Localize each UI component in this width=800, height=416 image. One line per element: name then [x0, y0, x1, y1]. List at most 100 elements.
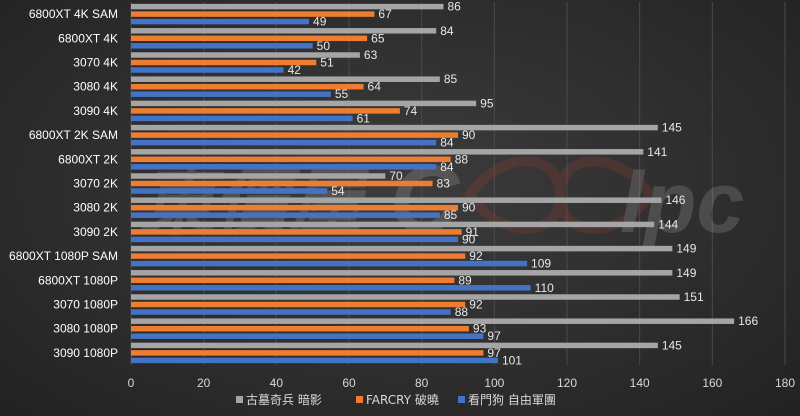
bar — [131, 245, 673, 252]
data-label: 145 — [662, 121, 682, 135]
legend-swatch — [236, 396, 243, 403]
bar — [131, 139, 437, 146]
legend-swatch — [458, 396, 465, 403]
data-label: 93 — [473, 322, 487, 336]
data-label: 101 — [502, 353, 522, 367]
bar — [131, 3, 444, 10]
bar — [131, 333, 484, 339]
data-label: 49 — [313, 15, 327, 29]
bar — [131, 11, 375, 17]
x-tick-label: 180 — [775, 376, 795, 390]
data-label: 86 — [447, 0, 461, 14]
category-label: 3080 4K — [73, 80, 118, 94]
bar — [131, 83, 364, 90]
bar — [131, 28, 437, 34]
data-label: 63 — [364, 48, 378, 62]
legend-label: 古墓奇兵 暗影 — [246, 392, 322, 407]
x-tick-label: 20 — [197, 376, 211, 390]
x-axis-ticks: 0 20 40 60 80 100 120 140 160 180 — [128, 376, 796, 390]
data-label: 90 — [462, 201, 476, 215]
bar — [131, 357, 498, 364]
bar — [131, 277, 455, 284]
category-label: 6800XT 1080P SAM — [9, 249, 118, 263]
data-label: 51 — [320, 56, 334, 70]
data-label: 149 — [676, 242, 696, 256]
data-label: 74 — [404, 104, 418, 118]
bar — [131, 35, 368, 42]
category-label: 3090 4K — [73, 104, 118, 118]
x-tick-label: 60 — [342, 376, 356, 390]
x-tick-label: 0 — [128, 376, 135, 390]
data-label: 151 — [684, 290, 704, 304]
category-label: 6800XT 4K SAM — [29, 7, 118, 21]
category-label: 3070 4K — [73, 56, 118, 70]
category-label: 6800XT 2K — [58, 152, 118, 166]
bar — [131, 156, 451, 163]
bar — [131, 204, 458, 211]
data-label: 144 — [658, 217, 678, 231]
data-label: 166 — [738, 314, 758, 328]
legend-swatch — [356, 396, 363, 403]
bar — [131, 149, 644, 155]
data-label: 88 — [455, 305, 469, 319]
bar — [131, 236, 458, 243]
data-label: 149 — [676, 266, 696, 280]
data-label: 67 — [378, 7, 392, 21]
svg-text:lpc: lpc — [620, 155, 744, 251]
bar — [131, 309, 451, 315]
data-label: 89 — [458, 273, 472, 287]
bar — [131, 91, 331, 97]
bar — [131, 294, 680, 300]
data-label: 61 — [357, 111, 371, 125]
bar — [131, 229, 462, 235]
bar — [131, 270, 673, 276]
x-tick-label: 80 — [415, 376, 429, 390]
bar — [131, 301, 466, 308]
category-label: 3090 1080P — [53, 346, 118, 360]
data-label: 84 — [440, 24, 454, 38]
category-label: 3070 1080P — [53, 298, 118, 312]
bar — [131, 221, 655, 228]
data-label: 70 — [389, 169, 403, 183]
bar — [131, 325, 469, 332]
bar — [131, 318, 735, 324]
bar — [131, 59, 317, 66]
bar — [131, 342, 658, 349]
data-label: 90 — [462, 232, 476, 246]
data-label: 65 — [371, 31, 385, 45]
bar — [131, 43, 313, 49]
x-tick-label: 160 — [702, 376, 722, 390]
category-label: 3070 2K — [73, 177, 118, 191]
bar — [131, 132, 458, 138]
bar — [131, 173, 386, 179]
data-label: 91 — [466, 225, 480, 239]
x-tick-label: 140 — [630, 376, 650, 390]
bar — [131, 76, 440, 82]
category-label: 6800XT 2K SAM — [29, 128, 118, 142]
bar — [131, 188, 328, 194]
data-label: 109 — [531, 257, 551, 271]
data-label: 95 — [480, 96, 494, 110]
data-label: 145 — [662, 338, 682, 352]
bar — [131, 253, 466, 259]
bar — [131, 18, 310, 25]
data-label: 85 — [444, 72, 458, 86]
x-tick-label: 100 — [484, 376, 504, 390]
category-label: 3090 2K — [73, 225, 118, 239]
x-tick-label: 120 — [557, 376, 577, 390]
category-labels: 6800XT 4K SAM 6800XT 4K 3070 4K 3080 4K 3090… — [9, 7, 118, 360]
data-label: 92 — [469, 249, 483, 263]
data-label: 83 — [437, 177, 451, 191]
category-label: 6800XT 4K — [58, 31, 118, 45]
data-label: 92 — [469, 298, 483, 312]
bar — [131, 285, 531, 291]
data-label: 84 — [440, 136, 454, 150]
data-label: 54 — [331, 184, 345, 198]
data-label: 110 — [535, 281, 554, 295]
data-label: 64 — [368, 80, 382, 94]
data-label: 88 — [455, 152, 469, 166]
bar — [131, 197, 662, 203]
data-label: 97 — [487, 346, 501, 360]
